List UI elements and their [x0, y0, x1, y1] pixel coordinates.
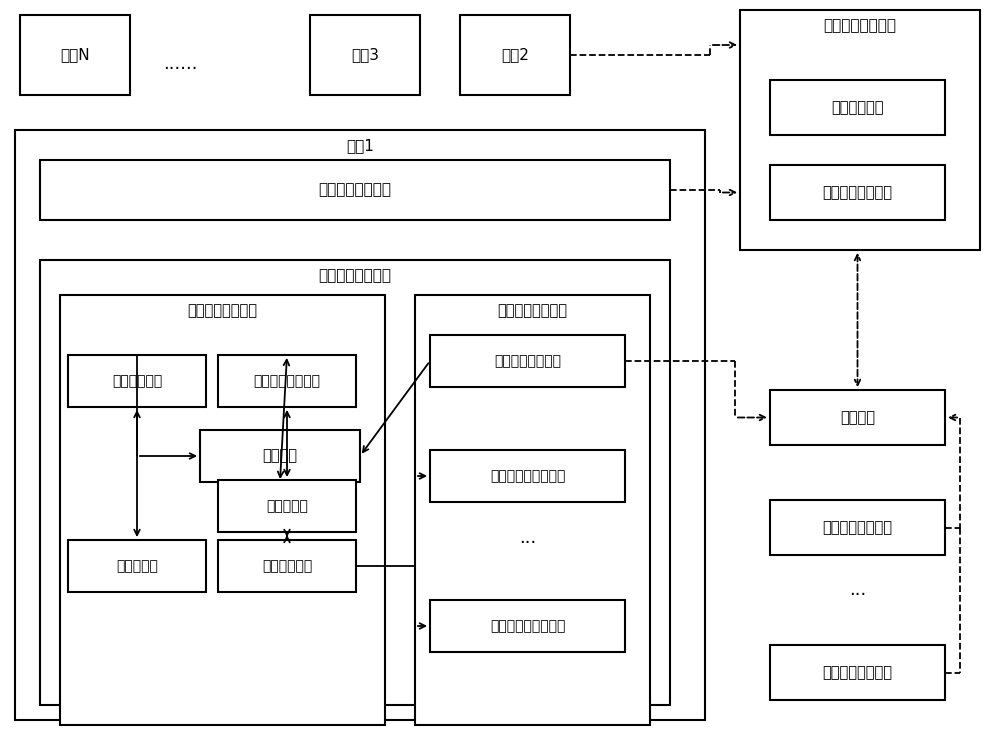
Bar [770, 80, 945, 135]
Text: 小区2: 小区2 [501, 48, 529, 62]
Text: 充电状态检测单元: 充电状态检测单元 [188, 303, 258, 318]
Bar [60, 295, 385, 725]
Text: 汽车型号比对模块: 汽车型号比对模块 [822, 185, 893, 200]
Text: 信号处理器: 信号处理器 [266, 499, 308, 513]
Text: 充电监控模块: 充电监控模块 [262, 559, 312, 573]
Bar [770, 165, 945, 220]
Bar [430, 450, 625, 502]
Bar [770, 500, 945, 555]
Bar [40, 160, 670, 220]
Text: 小区3: 小区3 [351, 48, 379, 62]
Bar [68, 355, 206, 407]
Bar [430, 600, 625, 652]
Text: 用户车位预约终端: 用户车位预约终端 [822, 520, 893, 535]
Bar [740, 10, 980, 250]
Text: 充电状态微处理器: 充电状态微处理器 [254, 374, 320, 388]
Bar [20, 15, 130, 95]
Text: ......: ...... [163, 55, 197, 73]
Bar [310, 15, 420, 95]
Text: 社区车位管理中心: 社区车位管理中心 [824, 18, 896, 33]
Text: ...: ... [519, 529, 537, 547]
Text: 云台摄像机: 云台摄像机 [116, 559, 158, 573]
Text: 小区1: 小区1 [346, 138, 374, 153]
Bar [218, 540, 356, 592]
Text: 小区N: 小区N [60, 48, 90, 62]
Bar [218, 355, 356, 407]
Text: ...: ... [849, 581, 867, 599]
Bar [200, 430, 360, 482]
Text: 车牌对比模块: 车牌对比模块 [831, 100, 884, 115]
Text: 新能源汽车充电装置: 新能源汽车充电装置 [490, 469, 565, 483]
Text: 车位状态存储模块: 车位状态存储模块 [494, 354, 561, 368]
Text: 小区车位管理系统: 小区车位管理系统 [318, 268, 392, 283]
Text: 无线通信: 无线通信 [840, 410, 875, 425]
Bar [218, 480, 356, 532]
Bar [40, 260, 670, 705]
Text: 通信模块: 通信模块 [262, 448, 298, 464]
Bar [770, 390, 945, 445]
Text: 用户车位预约终端: 用户车位预约终端 [822, 665, 893, 680]
Bar [15, 130, 705, 720]
Bar [68, 540, 206, 592]
Bar [415, 295, 650, 725]
Text: 车牌识别装置: 车牌识别装置 [112, 374, 162, 388]
Bar [460, 15, 570, 95]
Bar [430, 335, 625, 387]
Text: 小区门禁控制系统: 小区门禁控制系统 [318, 182, 392, 198]
Bar [770, 645, 945, 700]
Text: 小区车位管理中心: 小区车位管理中心 [498, 303, 568, 318]
Text: 新能源汽车充电装置: 新能源汽车充电装置 [490, 619, 565, 633]
